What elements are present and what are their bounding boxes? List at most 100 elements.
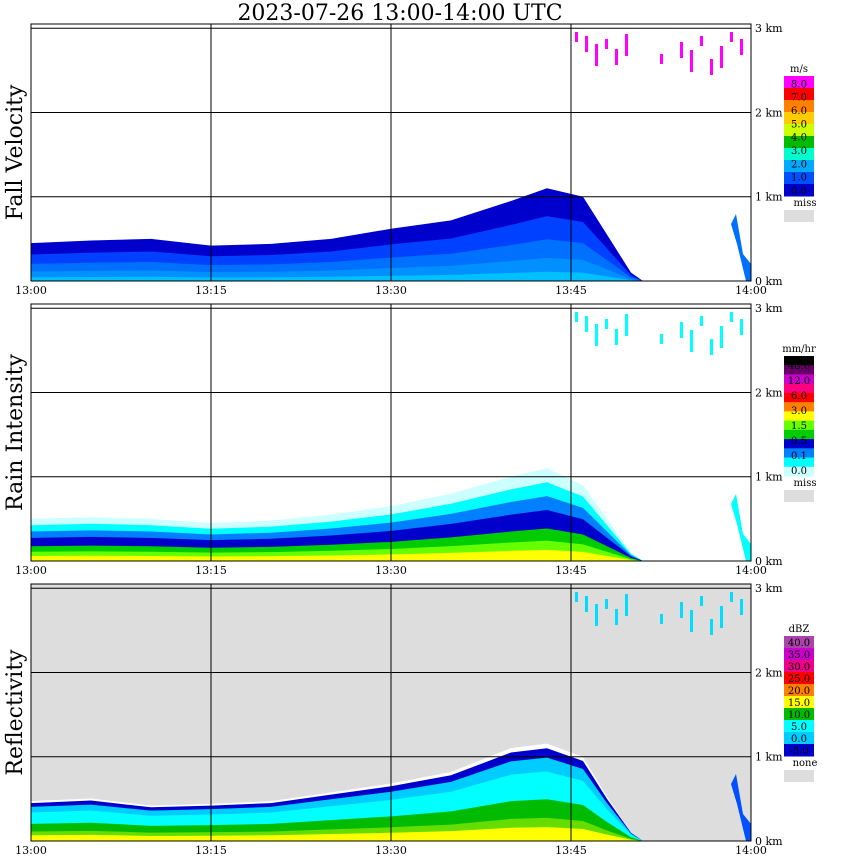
sparse-echo xyxy=(720,606,723,628)
legend-label: 20.0 xyxy=(788,686,810,697)
legend-swatch xyxy=(784,402,814,412)
legend-label: 4.0 xyxy=(791,133,807,144)
legend-miss-swatch xyxy=(784,210,814,222)
legend-label: 0.5 xyxy=(791,436,807,447)
sparse-echo xyxy=(730,592,733,602)
sparse-echo xyxy=(605,599,608,609)
legend-label: 8.0 xyxy=(791,79,807,90)
legend-swatch xyxy=(784,720,814,733)
legend-swatch xyxy=(784,124,814,137)
sparse-echo xyxy=(690,50,693,72)
legend-swatch xyxy=(784,184,814,197)
echo-strip xyxy=(731,494,751,561)
y-tick-label: 0 km xyxy=(755,275,783,288)
sparse-echo xyxy=(595,604,598,626)
legend-label: 48.0 xyxy=(788,361,810,372)
x-tick-label: 13:15 xyxy=(195,284,227,297)
legend-label: 2.0 xyxy=(791,159,807,170)
sparse-echo xyxy=(700,596,703,606)
y-tick-label: 2 km xyxy=(755,386,783,399)
sparse-echo xyxy=(605,39,608,49)
x-tick-label: 13:30 xyxy=(375,844,407,857)
legend-swatch xyxy=(784,457,814,468)
legend-label: 5.0 xyxy=(791,119,807,130)
legend-swatch xyxy=(784,672,814,685)
y-axis-label: Reflectivity xyxy=(3,649,28,776)
legend-label: 7.0 xyxy=(791,93,807,104)
plot-frame xyxy=(30,583,752,842)
legend-miss-label: miss xyxy=(794,198,817,209)
x-tick-label: 13:15 xyxy=(195,844,227,857)
legend-label: 6.0 xyxy=(791,106,807,117)
x-tick-label: 13:45 xyxy=(555,844,587,857)
y-axis-label: Rain Intensity xyxy=(3,353,28,510)
sparse-echo xyxy=(660,614,663,624)
x-tick-label: 13:00 xyxy=(15,284,47,297)
legend-swatch xyxy=(784,744,814,757)
legend-swatch xyxy=(784,356,814,366)
legend-swatch xyxy=(784,76,814,89)
sparse-echo xyxy=(690,610,693,632)
sparse-echo xyxy=(740,319,743,335)
legend-label: 30.0 xyxy=(788,662,810,673)
y-tick-label: 2 km xyxy=(755,666,783,679)
y-tick-label: 1 km xyxy=(755,751,783,764)
panel-2: 13:00 13:15 13:30 13:45 14:000 km 1 km 2 km 3 k… xyxy=(3,582,817,857)
legend-miss-label: none xyxy=(793,758,818,769)
legend-label: 35.0 xyxy=(788,650,810,661)
legend-swatch xyxy=(784,439,814,449)
sparse-echo xyxy=(585,36,588,52)
sparse-echo xyxy=(680,322,683,338)
sparse-echo xyxy=(625,34,628,56)
legend-swatch xyxy=(784,448,814,459)
legend-label: 5.0 xyxy=(791,722,807,733)
sparse-echo xyxy=(625,594,628,616)
legend-label: 15.0 xyxy=(788,698,810,709)
panel-0: 13:00 13:15 13:30 13:45 14:000 km 1 km 2 km 3 k… xyxy=(3,22,816,297)
sparse-echo xyxy=(710,619,713,635)
sparse-echo xyxy=(710,59,713,75)
sparse-echo xyxy=(585,596,588,612)
legend-miss-label: miss xyxy=(794,478,817,489)
y-tick-label: 3 km xyxy=(755,302,783,315)
sparse-echo xyxy=(595,44,598,66)
legend-swatch xyxy=(784,732,814,745)
echo-strip xyxy=(731,774,751,841)
legend-swatch xyxy=(784,660,814,673)
legend-swatch xyxy=(784,466,814,477)
x-tick-label: 13:45 xyxy=(555,564,587,577)
echo-layer xyxy=(31,271,643,281)
legend-swatch xyxy=(784,636,814,649)
legend-swatch xyxy=(784,648,814,661)
y-tick-label: 1 km xyxy=(755,471,783,484)
legend-label: 10.0 xyxy=(788,710,810,721)
x-tick-label: 13:00 xyxy=(15,564,47,577)
legend-swatch xyxy=(784,365,814,375)
x-tick-label: 13:30 xyxy=(375,284,407,297)
sparse-echo xyxy=(605,319,608,329)
x-tick-label: 14:00 xyxy=(735,284,767,297)
legend-label: 6.0 xyxy=(791,391,807,402)
plot-frame xyxy=(30,303,752,562)
x-tick-label: 14:00 xyxy=(735,564,767,577)
echo-strip xyxy=(731,214,751,281)
legend-swatch xyxy=(784,383,814,394)
legend-miss-swatch xyxy=(784,490,814,502)
sparse-echo xyxy=(730,32,733,42)
legend-label: 12.0 xyxy=(788,376,810,387)
x-tick-label: 13:30 xyxy=(375,564,407,577)
y-tick-label: 0 km xyxy=(755,835,783,848)
legend-unit: mm/hr xyxy=(782,344,816,355)
x-tick-label: 14:00 xyxy=(735,844,767,857)
sparse-echo xyxy=(700,316,703,326)
legend-label: 1.0 xyxy=(791,173,807,184)
x-tick-label: 13:00 xyxy=(15,844,47,857)
legend-swatch xyxy=(784,684,814,697)
chart-title: 2023-07-26 13:00-14:00 UTC xyxy=(237,1,563,26)
legend-swatch xyxy=(784,112,814,125)
legend-label: 0.0 xyxy=(791,734,807,745)
y-tick-label: 1 km xyxy=(755,191,783,204)
legend-label: 0.0 xyxy=(791,186,807,197)
legend-swatch xyxy=(784,696,814,709)
y-tick-label: 3 km xyxy=(755,582,783,595)
